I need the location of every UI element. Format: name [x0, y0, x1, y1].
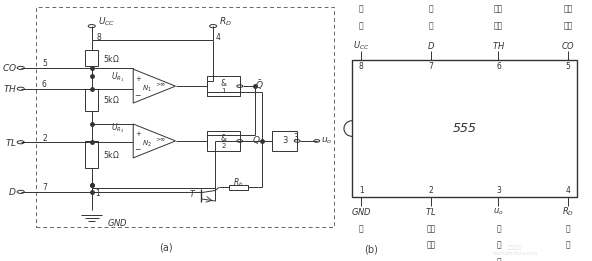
Text: 4: 4: [216, 33, 221, 42]
Text: &: &: [220, 79, 227, 88]
Text: $>\!\!\infty$: $>\!\!\infty$: [154, 135, 166, 143]
Text: $U_{CC}$: $U_{CC}$: [98, 16, 115, 28]
Text: (b): (b): [364, 244, 378, 254]
Text: $Q$: $Q$: [252, 134, 260, 146]
Text: 8: 8: [359, 62, 363, 71]
Bar: [229, 185, 248, 190]
Text: $U_{CC}$: $U_{CC}$: [353, 39, 369, 52]
Text: $\bar{Q}$: $\bar{Q}$: [255, 78, 263, 92]
Text: 地: 地: [359, 224, 363, 233]
Text: $GND$: $GND$: [351, 206, 372, 217]
Text: $R_D$: $R_D$: [218, 16, 231, 28]
Text: 5k$\Omega$: 5k$\Omega$: [103, 52, 120, 64]
Bar: [85, 89, 98, 111]
Text: 阈值: 阈值: [494, 22, 503, 31]
Bar: [85, 50, 98, 66]
Text: $U_{R_1}$: $U_{R_1}$: [111, 70, 125, 84]
Text: 位: 位: [566, 241, 571, 250]
Text: 5: 5: [42, 60, 47, 68]
Text: 5: 5: [566, 62, 571, 71]
Text: 8: 8: [96, 33, 101, 42]
Text: (a): (a): [159, 243, 173, 253]
Text: 1: 1: [221, 88, 226, 94]
Text: $N_2$: $N_2$: [141, 138, 152, 149]
Text: 2: 2: [429, 186, 433, 195]
Text: 4: 4: [566, 186, 571, 195]
Text: $TL$: $TL$: [5, 137, 17, 148]
Bar: [207, 131, 240, 151]
Text: $D$: $D$: [427, 40, 435, 51]
Text: 2: 2: [42, 134, 47, 143]
Text: T: T: [190, 190, 195, 199]
Text: 3: 3: [282, 137, 288, 145]
Text: 放: 放: [429, 22, 433, 31]
Bar: [207, 76, 240, 96]
Bar: [272, 131, 297, 151]
Text: $>\!\!\infty$: $>\!\!\infty$: [154, 80, 166, 88]
Text: $-$: $-$: [134, 89, 141, 98]
Text: 6: 6: [42, 80, 47, 89]
Text: 出: 出: [496, 241, 501, 250]
Bar: [352, 60, 577, 197]
Text: $D$: $D$: [8, 186, 17, 197]
Text: $GND$: $GND$: [107, 217, 127, 228]
Text: 输入: 输入: [494, 5, 503, 14]
Text: 电压: 电压: [564, 22, 573, 31]
Text: $-$: $-$: [134, 144, 141, 153]
Text: 5k$\Omega$: 5k$\Omega$: [103, 94, 120, 105]
Text: $R_b$: $R_b$: [233, 177, 243, 189]
Bar: [85, 141, 98, 168]
Polygon shape: [133, 124, 175, 158]
Text: 源: 源: [496, 258, 501, 261]
Text: 电: 电: [429, 5, 433, 14]
Text: $N_1$: $N_1$: [141, 84, 152, 94]
Text: $U_{R_2}$: $U_{R_2}$: [111, 121, 124, 135]
Text: 1: 1: [95, 189, 99, 198]
Text: 复: 复: [566, 224, 571, 233]
Text: $TH$: $TH$: [2, 83, 17, 94]
Text: 6: 6: [496, 62, 501, 71]
Bar: [36, 7, 334, 227]
Text: 控制: 控制: [564, 5, 573, 14]
Text: $TH$: $TH$: [492, 40, 505, 51]
Text: &: &: [220, 134, 227, 143]
Text: 电子发烧友
www.elecfans.com: 电子发烧友 www.elecfans.com: [493, 245, 538, 256]
Text: 3: 3: [294, 133, 298, 141]
Text: $u_o$: $u_o$: [493, 206, 504, 217]
Text: $u_o$: $u_o$: [321, 136, 332, 146]
Text: 输入: 输入: [426, 241, 436, 250]
Text: 源: 源: [359, 5, 363, 14]
Text: 5k$\Omega$: 5k$\Omega$: [103, 149, 120, 160]
Text: $CO$: $CO$: [2, 62, 17, 73]
Polygon shape: [133, 69, 175, 103]
Text: 输: 输: [496, 224, 501, 233]
Text: $R_D$: $R_D$: [562, 205, 574, 218]
Text: $TL$: $TL$: [425, 206, 437, 217]
Text: 7: 7: [42, 183, 47, 192]
Text: $CO$: $CO$: [561, 40, 575, 51]
Text: 555: 555: [453, 122, 477, 135]
Text: +: +: [135, 131, 141, 137]
Text: 2: 2: [221, 143, 226, 149]
Text: +: +: [135, 76, 141, 82]
Text: 电: 电: [359, 22, 363, 31]
Text: 7: 7: [429, 62, 433, 71]
Text: 3: 3: [496, 186, 501, 195]
Text: 1: 1: [359, 186, 363, 195]
Text: 触发: 触发: [426, 224, 436, 233]
